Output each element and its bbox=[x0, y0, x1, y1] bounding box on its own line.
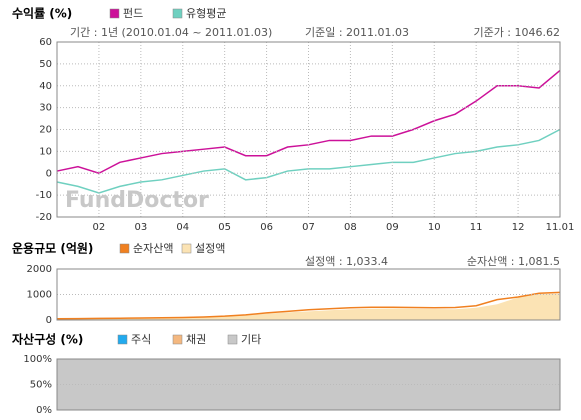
y-tick-label: 2000 bbox=[27, 264, 52, 275]
x-tick-label: 06 bbox=[260, 222, 273, 233]
x-tick-label: 11.01 bbox=[546, 222, 575, 233]
y-tick-label: 0 bbox=[46, 168, 52, 179]
watermark: FundDoctor bbox=[65, 188, 209, 213]
x-tick-label: 07 bbox=[302, 222, 315, 233]
legend-marker bbox=[172, 8, 183, 19]
info-text: 기준가 : 1046.62 bbox=[473, 26, 560, 39]
y-tick-label: -10 bbox=[36, 190, 52, 201]
panel-title: 운용규모 (억원) bbox=[12, 241, 93, 256]
legend-label: 순자산액 bbox=[133, 242, 173, 255]
area bbox=[57, 293, 560, 320]
y-tick-label: 100% bbox=[23, 354, 52, 365]
plot-border bbox=[56, 358, 561, 411]
legend-marker bbox=[227, 334, 238, 345]
y-tick-label: 30 bbox=[39, 103, 52, 114]
panel-title: 자산구성 (%) bbox=[12, 332, 83, 347]
y-tick-label: 0% bbox=[36, 405, 52, 416]
y-tick-label: 50% bbox=[30, 380, 52, 391]
legend-label: 유형평균 bbox=[186, 7, 226, 20]
x-tick-label: 12 bbox=[512, 222, 525, 233]
legend-label: 설정액 bbox=[195, 242, 225, 255]
line bbox=[56, 291, 561, 320]
y-tick-label: 1000 bbox=[27, 290, 52, 301]
x-tick-label: 10 bbox=[428, 222, 441, 233]
x-tick-label: 03 bbox=[134, 222, 147, 233]
info-text: 기준일 : 2011.01.03 bbox=[305, 25, 409, 39]
panel-title: 수익률 (%) bbox=[12, 7, 72, 21]
y-tick-label: 20 bbox=[39, 125, 52, 136]
info-text: 기간 : 1년 (2010.01.04 ~ 2011.01.03) bbox=[70, 26, 272, 39]
y-tick-label: 40 bbox=[39, 81, 52, 92]
x-tick-label: 08 bbox=[344, 222, 357, 233]
y-tick-label: 10 bbox=[39, 146, 52, 157]
x-tick-label: 05 bbox=[218, 222, 231, 233]
legend-marker bbox=[109, 8, 120, 19]
x-tick-label: 09 bbox=[386, 222, 399, 233]
info-text: 설정액 : 1,033.4 bbox=[305, 255, 388, 268]
legend-label: 펀드 bbox=[123, 7, 143, 20]
area bbox=[57, 359, 560, 410]
legend-label: 채권 bbox=[186, 333, 206, 346]
legend-label: 주식 bbox=[131, 333, 151, 346]
plot-border bbox=[56, 268, 561, 321]
x-tick-label: 04 bbox=[176, 222, 189, 233]
legend-label: 기타 bbox=[241, 333, 261, 346]
legend-marker bbox=[181, 243, 192, 254]
plot-border bbox=[56, 41, 561, 218]
x-tick-label: 11 bbox=[470, 222, 483, 233]
x-tick-label: 02 bbox=[93, 222, 106, 233]
y-tick-label: 50 bbox=[39, 59, 52, 70]
legend-marker bbox=[117, 334, 128, 345]
info-text: 순자산액 : 1,081.5 bbox=[467, 255, 560, 268]
legend-marker bbox=[119, 243, 130, 254]
y-tick-label: -20 bbox=[36, 212, 52, 223]
y-tick-label: 0 bbox=[46, 315, 52, 326]
legend-marker bbox=[172, 334, 183, 345]
y-tick-label: 60 bbox=[39, 37, 52, 48]
